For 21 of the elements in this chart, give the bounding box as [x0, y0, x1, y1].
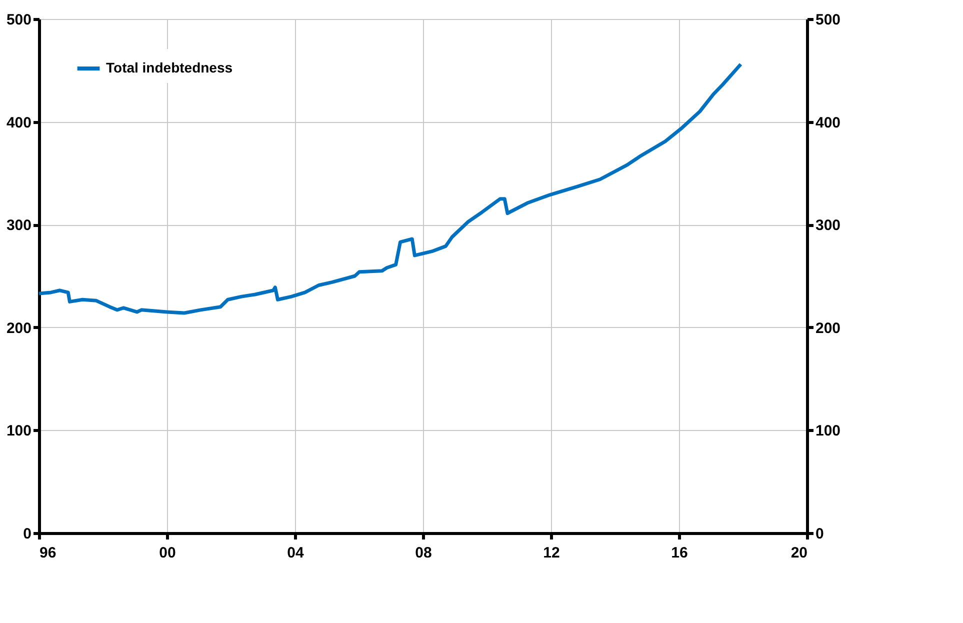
x-tick-label: 04	[287, 544, 304, 562]
x-tick-label: 12	[543, 544, 560, 562]
y-tick-label: 400	[6, 114, 32, 132]
y-tick-label: 0	[23, 526, 32, 542]
line-series	[37, 62, 743, 315]
x-tick-label: 16	[671, 544, 688, 562]
y2-tick-label: 400	[816, 114, 841, 132]
x-tick-label: 00	[159, 544, 176, 562]
y-tick-label: 200	[6, 320, 32, 337]
x-tick-label: 20	[790, 544, 808, 562]
y2-tick-label: 500	[816, 12, 841, 28]
y-tick-label: 300	[6, 217, 32, 234]
y2-tick-label: 100	[816, 422, 841, 440]
y-tick-label: 500	[6, 12, 32, 28]
y2-tick-label: 0	[816, 526, 824, 542]
x-tick-label: 08	[415, 544, 432, 562]
y2-tick-label: 200	[816, 320, 841, 337]
legend-label: Total indebtedness	[106, 60, 233, 76]
y-tick-label: 100	[6, 422, 32, 440]
x-tick-label: 96	[40, 544, 56, 562]
y2-tick-label: 300	[816, 217, 841, 234]
